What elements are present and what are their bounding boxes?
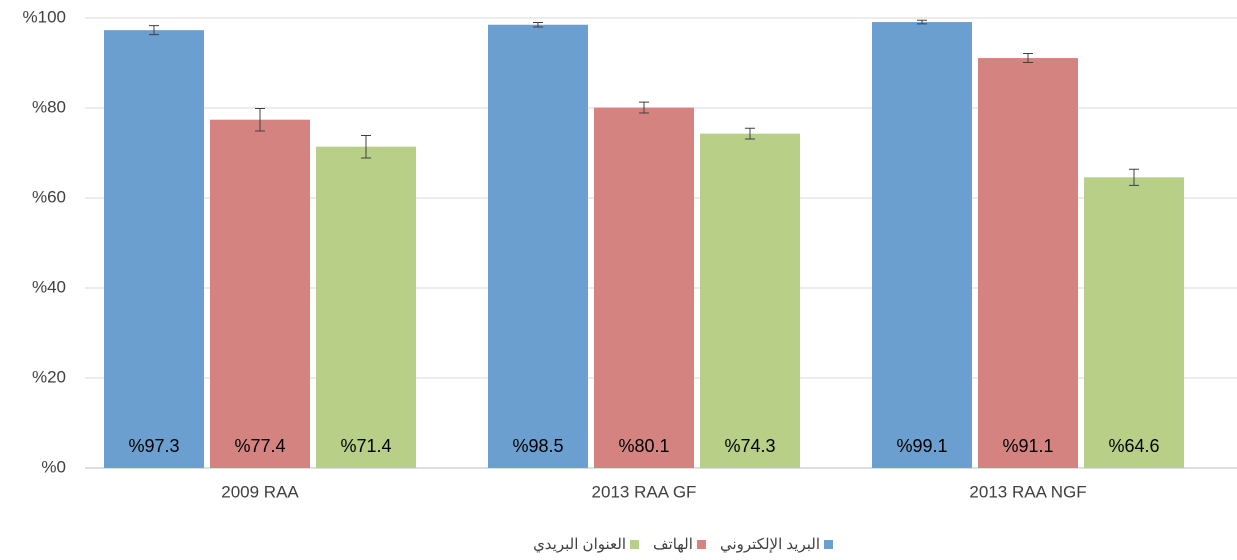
error-bar <box>639 101 649 114</box>
value-label: %91.1 <box>1002 436 1053 456</box>
x-tick-label: 2013 RAA NGF <box>969 482 1086 501</box>
bar <box>1084 177 1184 469</box>
bar <box>210 119 310 468</box>
error-bar <box>255 107 265 132</box>
value-label: %74.3 <box>724 436 775 456</box>
bar <box>488 24 588 468</box>
legend-swatch <box>630 540 639 549</box>
bar <box>104 30 204 469</box>
value-label: %97.3 <box>128 436 179 456</box>
value-label: %71.4 <box>340 436 391 456</box>
x-tick-label: 2013 RAA GF <box>592 482 697 501</box>
bar <box>700 133 800 468</box>
y-tick-label: %0 <box>41 457 66 476</box>
y-tick-label: %40 <box>32 277 66 296</box>
error-bar <box>149 25 159 36</box>
error-bar <box>533 22 543 28</box>
error-bar <box>361 134 371 159</box>
legend-label: البريد الإلكتروني <box>720 536 820 553</box>
bar <box>594 107 694 469</box>
error-bar <box>1129 168 1139 186</box>
legend-swatch <box>824 540 833 549</box>
value-label: %98.5 <box>512 436 563 456</box>
value-label: %80.1 <box>618 436 669 456</box>
legend-label: العنوان البريدي <box>533 536 626 553</box>
error-bar <box>917 19 927 25</box>
bar <box>978 58 1078 469</box>
value-label: %99.1 <box>896 436 947 456</box>
legend-swatch <box>696 540 706 549</box>
y-tick-label: %20 <box>32 367 66 386</box>
error-bar <box>1023 53 1033 64</box>
legend-label: الهاتف <box>653 536 693 553</box>
bar <box>872 22 972 469</box>
y-tick-label: %100 <box>23 7 66 26</box>
y-tick-label: %60 <box>32 187 66 206</box>
x-tick-label: 2009 RAA <box>221 482 299 501</box>
bar <box>316 146 416 468</box>
value-label: %77.4 <box>234 436 285 456</box>
error-bar <box>745 127 755 140</box>
value-label: %64.6 <box>1108 436 1159 456</box>
y-tick-label: %80 <box>32 97 66 116</box>
